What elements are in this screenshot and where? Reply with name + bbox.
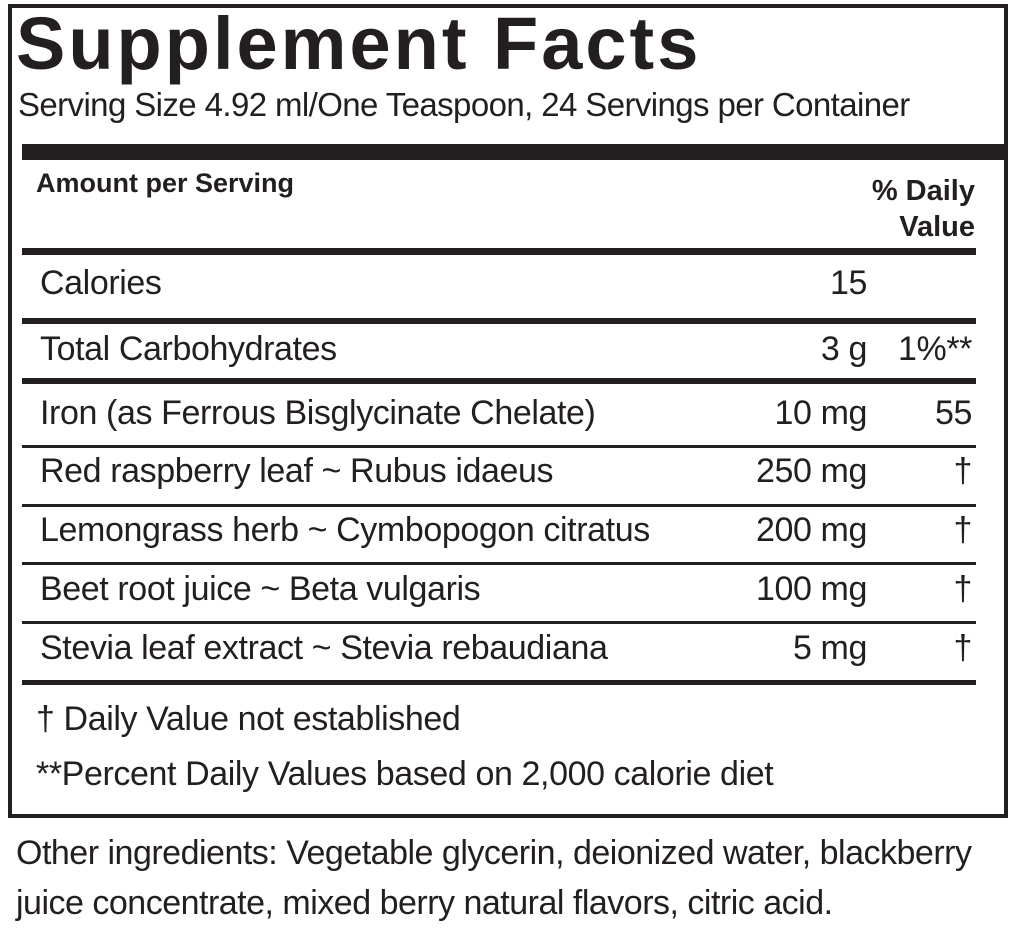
thick-bar — [22, 144, 1004, 160]
nutrient-name: Total Carbohydrates — [40, 330, 337, 368]
footnote: † Daily Value not established — [36, 700, 461, 738]
daily-value: † — [953, 629, 972, 667]
daily-value: 55 — [934, 394, 972, 432]
divider — [22, 621, 976, 624]
daily-value: † — [953, 570, 972, 608]
nutrient-name: Iron (as Ferrous Bisglycinate Chelate) — [40, 394, 596, 432]
daily-value: 1%** — [897, 330, 972, 368]
divider — [22, 504, 976, 507]
nutrient-name: Calories — [40, 264, 162, 302]
amount: 5 mg — [793, 629, 867, 667]
other-ingredients: Other ingredients: Vegetable glycerin, d… — [16, 834, 972, 922]
footnote: **Percent Daily Values based on 2,000 ca… — [36, 755, 774, 793]
amount: 3 g — [820, 330, 867, 368]
divider — [22, 562, 976, 565]
nutrient-name: Red raspberry leaf ~ Rubus idaeus — [40, 452, 554, 490]
amount: 10 mg — [774, 394, 868, 432]
amount: 250 mg — [755, 452, 867, 490]
nutrient-name: Lemongrass herb ~ Cymbopogon citratus — [40, 511, 650, 549]
daily-value: † — [953, 452, 972, 490]
divider — [22, 378, 976, 384]
daily-value-header: % Daily Value — [871, 175, 975, 243]
divider — [22, 680, 976, 685]
amount: 200 mg — [755, 511, 867, 549]
amount: 100 mg — [755, 570, 867, 608]
nutrient-name: Stevia leaf extract ~ Stevia rebaudiana — [40, 629, 608, 667]
daily-value: † — [953, 511, 972, 549]
divider — [22, 318, 976, 324]
serving-size: Serving Size 4.92 ml/One Teaspoon, 24 Se… — [18, 86, 910, 123]
amount-header: Amount per Serving — [36, 168, 295, 198]
title: Supplement Facts — [16, 2, 702, 85]
nutrient-name: Beet root juice ~ Beta vulgaris — [40, 570, 481, 608]
divider — [22, 248, 976, 255]
divider — [22, 445, 976, 448]
amount: 15 — [829, 264, 867, 302]
label-box — [8, 4, 1008, 818]
